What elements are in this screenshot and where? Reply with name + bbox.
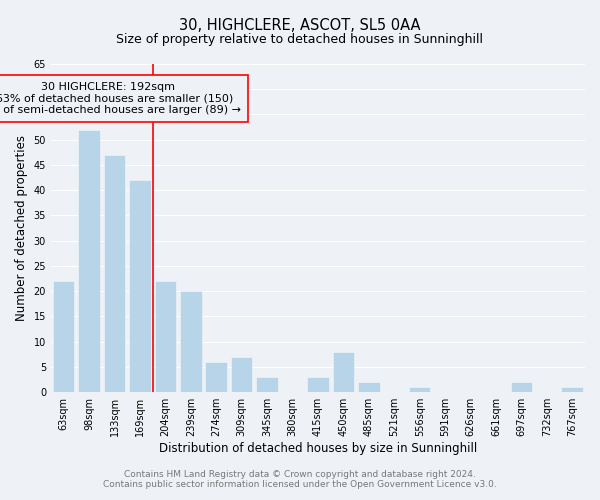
Text: 30, HIGHCLERE, ASCOT, SL5 0AA: 30, HIGHCLERE, ASCOT, SL5 0AA [179, 18, 421, 32]
Text: Contains HM Land Registry data © Crown copyright and database right 2024.
Contai: Contains HM Land Registry data © Crown c… [103, 470, 497, 489]
Bar [358, 382, 380, 392]
Bar [231, 357, 253, 392]
Bar [104, 155, 125, 392]
Bar [155, 281, 176, 392]
Bar [205, 362, 227, 392]
X-axis label: Distribution of detached houses by size in Sunninghill: Distribution of detached houses by size … [159, 442, 477, 455]
Bar [180, 291, 202, 392]
Y-axis label: Number of detached properties: Number of detached properties [15, 135, 28, 321]
Bar [562, 387, 583, 392]
Text: Size of property relative to detached houses in Sunninghill: Size of property relative to detached ho… [116, 32, 484, 46]
Bar [409, 387, 430, 392]
Bar [332, 352, 354, 392]
Bar [256, 377, 278, 392]
Bar [53, 281, 74, 392]
Bar [78, 130, 100, 392]
Text: 30 HIGHCLERE: 192sqm
← 63% of detached houses are smaller (150)
37% of semi-deta: 30 HIGHCLERE: 192sqm ← 63% of detached h… [0, 82, 241, 115]
Bar [129, 180, 151, 392]
Bar [307, 377, 329, 392]
Bar [511, 382, 532, 392]
